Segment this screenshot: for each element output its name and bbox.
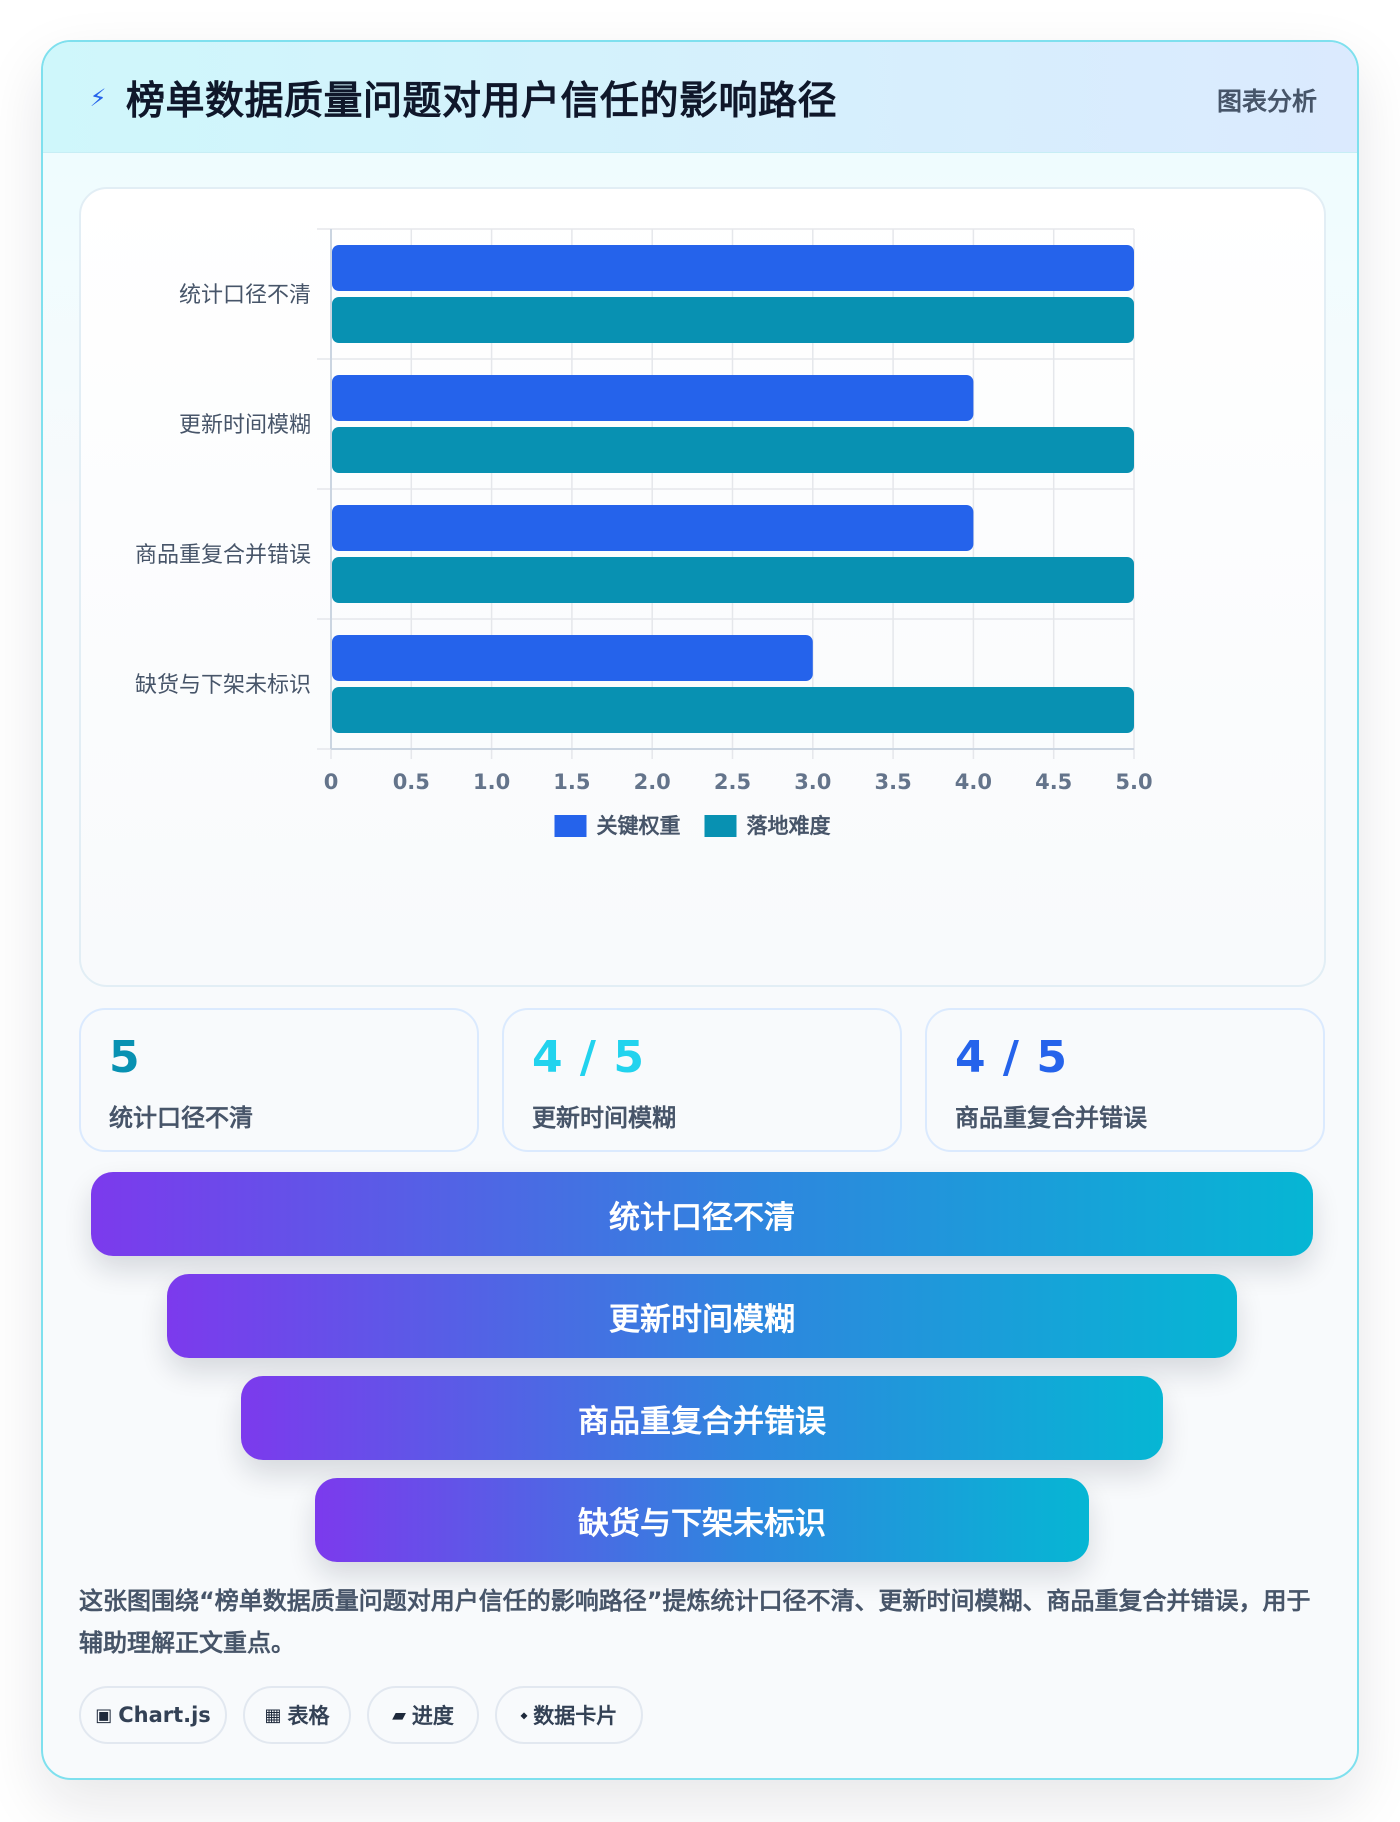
bar [332, 245, 1134, 291]
stat-card: 4 / 5 更新时间模糊 [502, 1008, 902, 1152]
x-tick-label: 1.0 [473, 770, 510, 794]
y-category-label: 更新时间模糊 [179, 413, 311, 438]
x-tick-label: 2.5 [714, 770, 751, 794]
x-tick-label: 4.0 [955, 770, 992, 794]
chip-table[interactable]: ▦ 表格 [243, 1686, 351, 1744]
chip-label: 数据卡片 [533, 1704, 618, 1728]
y-category-label: 商品重复合并错误 [135, 543, 311, 568]
chart-panel: 0 0.5 1.0 1.5 2.0 2.5 3.0 3.5 4.0 4.5 5.0 统计口径不清 更新时… [79, 187, 1326, 987]
stat-value: 4 / 5 [532, 1032, 645, 1083]
stat-label: 统计口径不清 [109, 1104, 253, 1132]
legend-label: 落地难度 [747, 814, 831, 838]
chip-data-card[interactable]: ⬩ 数据卡片 [495, 1686, 643, 1744]
funnel-step: 统计口径不清 [91, 1172, 1313, 1256]
bar [332, 505, 974, 551]
bar [332, 297, 1134, 343]
chip-chartjs[interactable]: ▣ Chart.js [79, 1686, 227, 1744]
chip-label: Chart.js [118, 1703, 211, 1727]
tag-chips: ▣ Chart.js ▦ 表格 ▰ 进度 ⬩ 数据卡片 [79, 1686, 1329, 1744]
lightning-icon: ⚡ [89, 84, 107, 112]
bar [332, 687, 1134, 733]
x-tick-label: 2.0 [634, 770, 671, 794]
progress-icon: ▰ [392, 1704, 406, 1726]
bar-chart: 0 0.5 1.0 1.5 2.0 2.5 3.0 3.5 4.0 4.5 5.0 统计口径不清更新时… [135, 228, 1153, 838]
bar [332, 375, 974, 421]
chip-progress[interactable]: ▰ 进度 [367, 1686, 479, 1744]
table-icon: ▦ [264, 1704, 282, 1726]
legend-swatch [554, 815, 587, 837]
funnel-step: 缺货与下架未标识 [315, 1478, 1089, 1562]
diamond-icon: ⬩ [520, 1704, 528, 1726]
y-category-label: 缺货与下架未标识 [135, 673, 311, 698]
stat-label: 商品重复合并错误 [955, 1104, 1147, 1132]
x-tick-label: 3.5 [874, 770, 911, 794]
stat-value: 5 [109, 1032, 141, 1083]
bar [332, 635, 813, 681]
x-tick-label: 3.0 [794, 770, 831, 794]
x-tick-label: 5.0 [1115, 770, 1152, 794]
stat-value: 4 / 5 [955, 1032, 1068, 1083]
card-header: ⚡ 榜单数据质量问题对用户信任的影响路径 图表分析 [43, 42, 1357, 153]
stat-card: 5 统计口径不清 [79, 1008, 479, 1152]
stat-label: 更新时间模糊 [532, 1104, 676, 1132]
page-title: 榜单数据质量问题对用户信任的影响路径 [126, 79, 838, 124]
legend-swatch [704, 815, 737, 837]
funnel: 统计口径不清 更新时间模糊 商品重复合并错误 缺货与下架未标识 [43, 1172, 1357, 1602]
chart-card: ⚡ 榜单数据质量问题对用户信任的影响路径 图表分析 0 0.5 1.0 1.5 2.0 2… [41, 40, 1359, 1780]
chip-label: 进度 [411, 1704, 454, 1728]
chip-square-icon: ▣ [95, 1704, 113, 1726]
funnel-step: 商品重复合并错误 [241, 1376, 1163, 1460]
stat-cards: 5 统计口径不清 4 / 5 更新时间模糊 4 / 5 商品重复合并错误 [79, 1008, 1326, 1152]
bar [332, 557, 1134, 603]
funnel-step: 更新时间模糊 [167, 1274, 1237, 1358]
x-tick-label: 1.5 [553, 770, 590, 794]
chip-label: 表格 [287, 1704, 330, 1728]
x-tick-label: 0.5 [393, 770, 430, 794]
stat-card: 4 / 5 商品重复合并错误 [925, 1008, 1325, 1152]
x-tick-label: 4.5 [1035, 770, 1072, 794]
header-tag: 图表分析 [1216, 87, 1317, 116]
bar [332, 427, 1134, 473]
legend-label: 关键权重 [597, 814, 681, 838]
y-category-label: 统计口径不清 [179, 283, 311, 308]
chart-description: 这张图围绕“榜单数据质量问题对用户信任的影响路径”提炼统计口径不清、更新时间模糊… [79, 1587, 1311, 1657]
x-tick-label: 0 [324, 770, 339, 794]
